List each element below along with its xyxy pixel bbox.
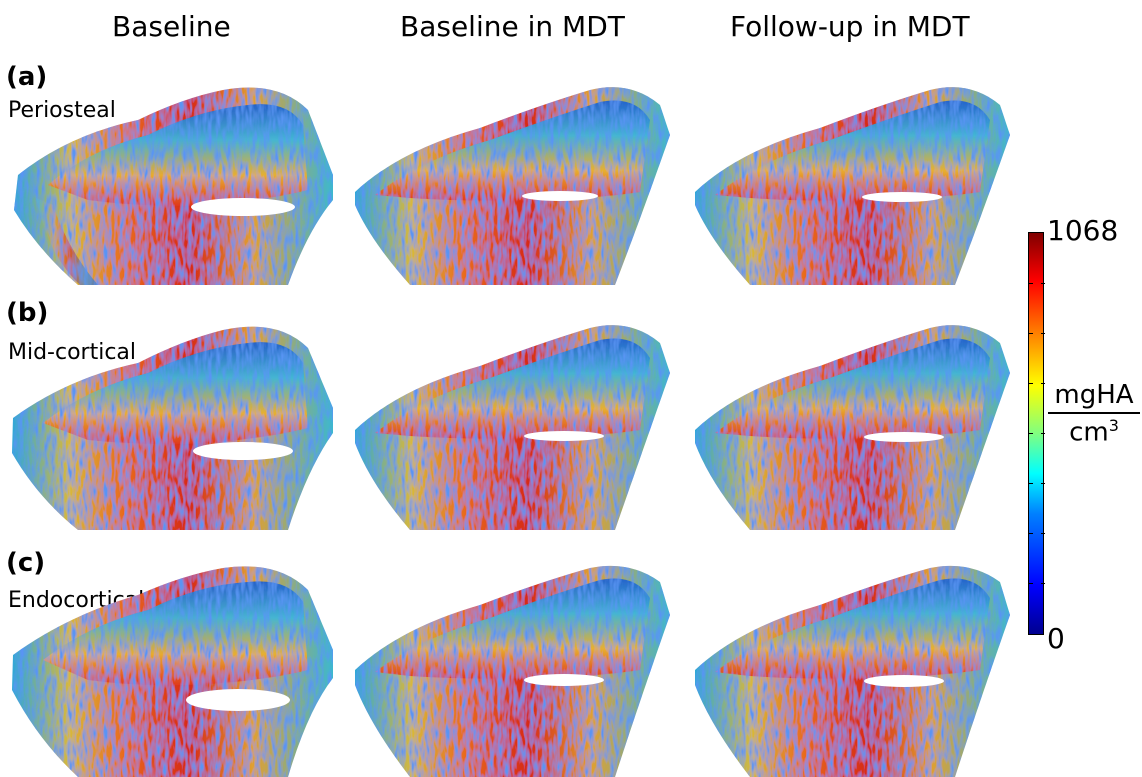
column-title-baseline-in-mdt: Baseline in MDT xyxy=(400,10,625,43)
row-letter-a: (a) xyxy=(6,62,48,92)
row-name-periosteal: Periosteal xyxy=(8,98,116,123)
bone-render-endocortical-followup-mdt xyxy=(690,560,1020,777)
row-name-mid-cortical: Mid-cortical xyxy=(8,340,137,365)
colorbar-min-label: 0 xyxy=(1047,622,1065,655)
colorbar xyxy=(1028,232,1045,635)
unit-numerator: mgHA xyxy=(1054,380,1134,410)
column-title-baseline: Baseline xyxy=(112,10,231,43)
bone-render-endocortical-baseline-mdt xyxy=(350,560,680,777)
row-letter-c: (c) xyxy=(6,548,46,578)
colorbar-tick xyxy=(1029,383,1045,384)
colorbar-tick xyxy=(1029,433,1045,434)
colorbar-tick xyxy=(1029,533,1045,534)
column-title-followup-in-mdt: Follow-up in MDT xyxy=(730,10,970,43)
colorbar-tick xyxy=(1029,583,1045,584)
bone-render-endocortical-baseline xyxy=(8,560,338,777)
unit-fraction-bar xyxy=(1048,412,1140,414)
colorbar-tick xyxy=(1029,283,1045,284)
bone-render-periosteal-baseline-mdt xyxy=(350,80,680,295)
unit-denominator: cm3 xyxy=(1069,416,1119,448)
row-letter-b: (b) xyxy=(6,298,49,328)
bone-render-mid-cortical-baseline xyxy=(8,318,338,538)
colorbar-unit: mgHA cm3 xyxy=(1048,380,1140,448)
colorbar-max-label: 1068 xyxy=(1047,214,1119,247)
bone-render-periosteal-followup-mdt xyxy=(690,80,1020,295)
bone-render-mid-cortical-baseline-mdt xyxy=(350,318,680,538)
colorbar-tick xyxy=(1029,333,1045,334)
bone-render-periosteal-baseline xyxy=(8,80,338,295)
bone-render-mid-cortical-followup-mdt xyxy=(690,318,1020,538)
colorbar-tick xyxy=(1029,483,1045,484)
unit-exponent: 3 xyxy=(1108,416,1119,435)
